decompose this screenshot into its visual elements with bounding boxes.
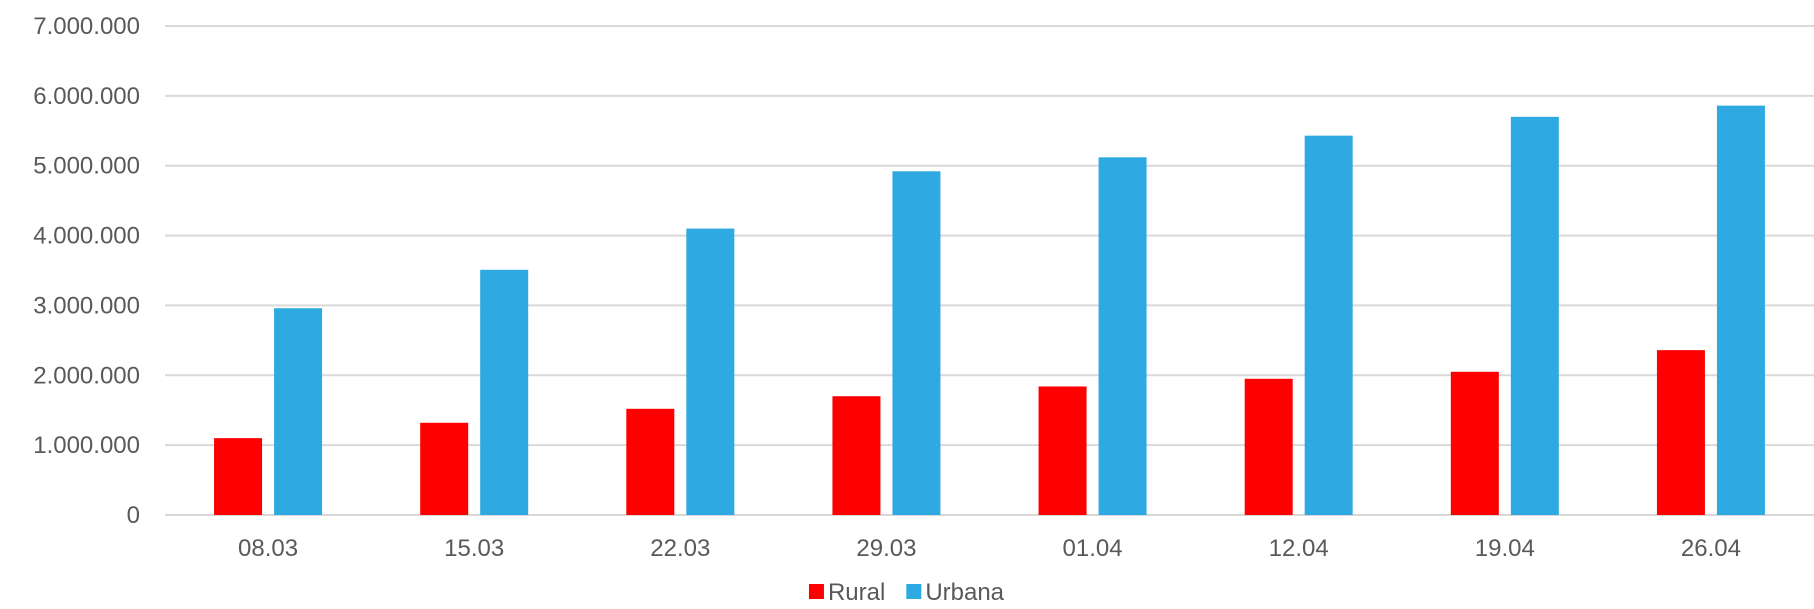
x-axis-ticks: 08.03 15.03 22.03 29.03 01.04 12.04 19.04 26.04	[238, 535, 1741, 562]
bar-rural-26.04	[1656, 350, 1705, 515]
y-tick-label: 0	[127, 502, 140, 529]
y-tick-label: 3.000.000	[33, 292, 140, 319]
x-tick-label: 22.03	[650, 535, 710, 562]
bar-rural-12.04	[1244, 378, 1293, 515]
bar-urbana-19.04	[1510, 116, 1559, 516]
y-tick-label: 1.000.000	[33, 432, 140, 459]
bars	[214, 105, 1765, 516]
y-tick-label: 5.000.000	[33, 153, 140, 180]
x-tick-label: 08.03	[238, 535, 298, 562]
legend-swatch-rural	[808, 584, 824, 599]
x-tick-label: 15.03	[444, 535, 504, 562]
bar-urbana-26.04	[1716, 105, 1765, 515]
bar-rural-22.03	[626, 408, 675, 515]
x-tick-label: 29.03	[856, 535, 916, 562]
bar-urbana-08.03	[274, 308, 323, 515]
bar-urbana-01.04	[1098, 157, 1147, 515]
bar-urbana-15.03	[480, 269, 529, 515]
bar-urbana-22.03	[686, 228, 735, 516]
bar-rural-15.03	[420, 422, 469, 515]
bar-rural-01.04	[1038, 386, 1087, 515]
bar-rural-08.03	[214, 438, 263, 515]
bar-rural-19.04	[1450, 371, 1499, 515]
y-tick-label: 2.000.000	[33, 362, 140, 389]
legend: Rural Urbana	[808, 579, 1005, 606]
y-tick-label: 7.000.000	[33, 13, 140, 40]
legend-label-rural: Rural	[828, 579, 885, 606]
legend-label-urbana: Urbana	[925, 579, 1004, 606]
bar-urbana-29.03	[892, 171, 941, 515]
y-axis-ticks: 0 1.000.000 2.000.000 3.000.000 4.000.000 5.0…	[33, 13, 140, 529]
x-tick-label: 12.04	[1269, 535, 1329, 562]
gridlines	[165, 25, 1814, 516]
x-tick-label: 19.04	[1475, 535, 1535, 562]
x-tick-label: 01.04	[1063, 535, 1123, 562]
y-tick-label: 6.000.000	[33, 83, 140, 110]
bar-urbana-12.04	[1304, 135, 1353, 515]
legend-swatch-urbana	[906, 584, 922, 599]
x-tick-label: 26.04	[1681, 535, 1741, 562]
y-tick-label: 4.000.000	[33, 223, 140, 250]
bar-rural-29.03	[832, 396, 881, 515]
